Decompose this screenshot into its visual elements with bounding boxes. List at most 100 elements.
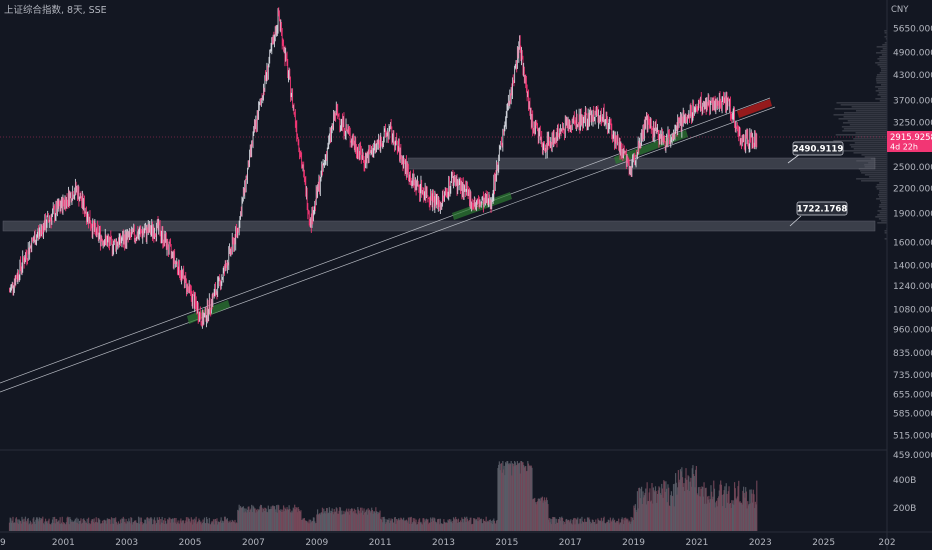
volume-bar — [271, 505, 274, 531]
volume-bar — [635, 509, 637, 531]
time-tick-label: 2009 — [305, 538, 328, 548]
volume-bar — [440, 523, 442, 531]
volume-bar — [667, 484, 669, 531]
volume-bar — [389, 520, 392, 531]
volume-profile-bar — [868, 162, 887, 164]
volume-bar — [339, 507, 342, 531]
volume-bar — [131, 524, 133, 531]
volume-bar — [51, 522, 53, 531]
current-price-value: 2915.9258 — [890, 133, 932, 143]
volume-bar — [681, 477, 684, 531]
volume-bar — [421, 524, 423, 531]
volume-bar — [400, 518, 403, 531]
volume-bar — [296, 512, 299, 531]
volume-bar — [685, 468, 687, 531]
support-zone-upper[interactable] — [407, 157, 876, 170]
volume-bar — [98, 518, 100, 531]
volume-bar — [510, 461, 512, 531]
volume-bar — [597, 519, 600, 531]
volume-bar — [693, 474, 695, 531]
volume-bar — [616, 520, 618, 531]
volume-bar — [591, 522, 593, 531]
volume-bar — [350, 508, 353, 531]
volume-bar — [477, 517, 479, 531]
volume-profile-bar — [880, 202, 887, 204]
volume-bar — [77, 518, 79, 531]
volume-bar — [689, 481, 691, 531]
volume-bar — [719, 484, 721, 531]
volume-bar — [21, 516, 23, 531]
volume-bar — [500, 463, 502, 531]
support-zone-lower[interactable] — [2, 220, 876, 232]
volume-bar — [430, 517, 432, 531]
volume-bar — [231, 519, 233, 531]
volume-profile-bar — [876, 74, 887, 76]
volume-bar — [18, 519, 20, 531]
volume-bar — [10, 522, 13, 531]
volume-bar — [434, 521, 437, 531]
volume-bar — [512, 463, 514, 531]
trend-touch-2014 — [452, 192, 512, 220]
price-tick-label: 2500.0000 — [893, 163, 932, 173]
volume-bar — [468, 520, 471, 531]
volume-bar — [299, 511, 301, 531]
volume-profile-bar — [861, 172, 887, 174]
volume-bar — [357, 507, 359, 531]
volume-bar — [137, 523, 139, 531]
volume-bar — [647, 500, 650, 531]
volume-bar — [672, 496, 674, 531]
volume-bar — [175, 517, 177, 531]
volume-bar — [183, 524, 185, 531]
volume-bar — [173, 518, 175, 531]
volume-bar — [180, 522, 183, 531]
volume-bar — [132, 522, 134, 531]
volume-bar — [439, 524, 441, 531]
volume-bar — [362, 510, 364, 531]
volume-bar — [281, 509, 283, 531]
volume-profile-bar — [876, 46, 887, 48]
volume-bar — [729, 503, 731, 531]
volume-bar — [441, 524, 444, 531]
volume-bar — [627, 522, 630, 531]
volume-tick-label: 200B — [893, 504, 916, 514]
volume-profile-bar — [875, 86, 887, 88]
volume-bar — [196, 523, 198, 531]
volume-bar — [208, 523, 210, 531]
volume-bar — [307, 521, 309, 531]
label-lower-level[interactable]: 1722.1768 — [789, 201, 847, 227]
volume-bar — [119, 524, 121, 531]
volume-bar — [473, 518, 475, 531]
volume-profile-bar — [879, 66, 887, 68]
volume-bar — [687, 475, 689, 531]
volume-bar — [29, 523, 31, 531]
volume-bar — [648, 492, 650, 531]
volume-bar — [221, 520, 224, 531]
volume-bar — [588, 517, 590, 531]
volume-bar — [199, 519, 201, 531]
time-tick-label: 202 — [878, 538, 895, 548]
trendline-lower[interactable] — [0, 106, 776, 393]
volume-bar — [728, 486, 730, 531]
label-upper-level[interactable]: 2490.9119 — [787, 141, 843, 164]
volume-bar — [35, 519, 37, 531]
time-axis[interactable]: 99 2001 2003 2005 2007 2009 2011 2013 2015 2017 20… — [0, 538, 896, 548]
volume-profile-bar — [879, 72, 887, 74]
volume-bar — [607, 522, 609, 531]
volume-profile-bar — [864, 156, 887, 158]
volume-bar — [515, 465, 517, 531]
volume-bar — [207, 523, 209, 531]
volume-profile-bar — [884, 42, 887, 44]
volume-bar — [220, 517, 222, 531]
volume-bar — [752, 489, 754, 531]
volume-bar — [404, 520, 406, 531]
volume-bar — [107, 519, 109, 531]
volume-bar — [203, 521, 205, 531]
volume-bar — [186, 521, 188, 531]
volume-bar — [187, 518, 190, 531]
volume-bar — [442, 523, 444, 531]
price-axis[interactable]: 5650.0000 4900.0000 4300.0000 3700.0000 3250… — [893, 24, 932, 460]
volume-bar — [645, 488, 647, 531]
volume-bar — [47, 523, 49, 531]
volume-bar — [284, 507, 286, 531]
